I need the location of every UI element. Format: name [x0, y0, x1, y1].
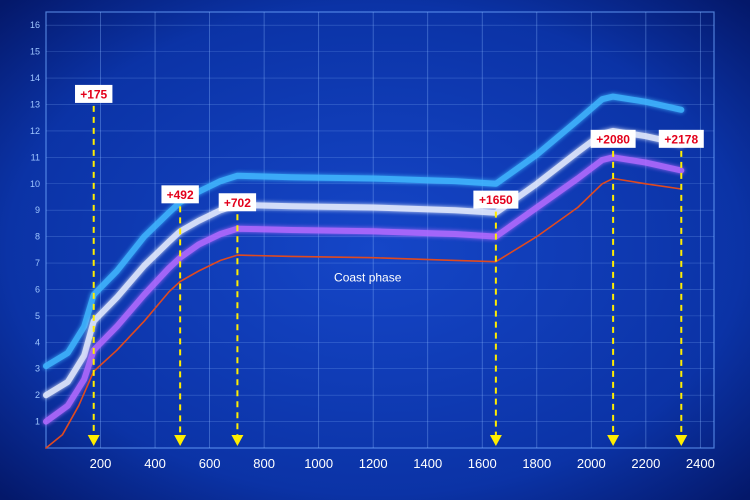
x-tick-label-0: 200	[90, 456, 112, 471]
x-tick-label-6: 1400	[413, 456, 442, 471]
event-markers: +175 +492 +702 +1650 +2080 +2178	[75, 84, 704, 446]
annotation-label-4: +2080	[596, 132, 630, 146]
x-tick-label-7: 1600	[468, 456, 497, 471]
y-tick-label-13: 14	[30, 73, 40, 83]
annotation-box-5	[658, 129, 704, 148]
y-tick-label-7: 8	[35, 232, 40, 242]
marker-arrow-0	[87, 435, 100, 446]
y-tick-label-4: 5	[35, 311, 40, 321]
x-tick-label-11: 2400	[686, 456, 715, 471]
y-tick-label-11: 12	[30, 126, 40, 136]
annotation-label-2: +702	[224, 196, 251, 210]
x-tick-label-1: 400	[144, 456, 166, 471]
x-tick-label-3: 800	[253, 456, 275, 471]
y-tick-label-12: 13	[30, 99, 40, 109]
marker-arrow-4	[607, 435, 620, 446]
series-line-0	[43, 93, 685, 370]
annotation-label-0: +175	[80, 87, 107, 101]
marker-arrow-2	[231, 435, 244, 446]
plot-frame	[45, 11, 715, 449]
x-tick-label-2: 600	[199, 456, 221, 471]
annotation-box-1	[161, 185, 199, 204]
annotation-box-0	[75, 84, 113, 103]
x-tick-label-9: 2000	[577, 456, 606, 471]
annotation-label-3: +1650	[479, 193, 513, 207]
marker-arrow-1	[174, 435, 187, 446]
y-tick-label-3: 4	[35, 337, 40, 347]
y-tick-label-15: 16	[30, 20, 40, 30]
annotation-box-2	[218, 193, 257, 212]
annotation-box-3	[473, 190, 519, 209]
y-tick-label-0: 1	[35, 417, 40, 427]
marker-arrow-3	[489, 435, 502, 446]
series-line-3	[45, 177, 683, 449]
x-tick-label-8: 1800	[522, 456, 551, 471]
x-tick-label-5: 1200	[359, 456, 388, 471]
y-tick-label-5: 6	[35, 284, 40, 294]
y-tick-label-9: 10	[30, 179, 40, 189]
annotation-label-1: +492	[167, 188, 194, 202]
x-tick-label-4: 1000	[304, 456, 333, 471]
annotation-label-5: +2178	[664, 132, 698, 146]
y-tick-label-6: 7	[35, 258, 40, 268]
y-tick-label-1: 2	[35, 390, 40, 400]
y-tick-label-10: 11	[31, 152, 40, 162]
y-tick-label-2: 3	[35, 364, 40, 374]
x-axis-ticks: 200 400 600 800 1000 1200 1400 1600 1800 2000 2200…	[90, 456, 715, 471]
marker-arrow-5	[675, 435, 688, 446]
y-tick-label-8: 9	[35, 205, 40, 215]
y-tick-label-14: 15	[30, 47, 40, 57]
annotation-box-4	[590, 129, 636, 148]
x-tick-label-10: 2200	[631, 456, 660, 471]
phase-label: Coast phase	[334, 271, 402, 285]
grid	[46, 12, 714, 448]
